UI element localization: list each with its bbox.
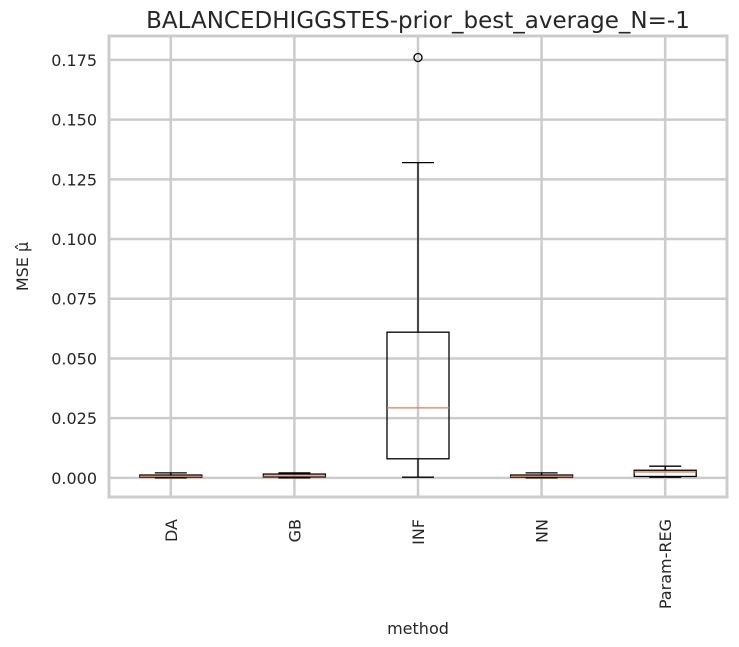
x-tick-label: DA — [162, 519, 181, 542]
x-tick-label: INF — [409, 519, 428, 545]
x-tick-label: NN — [533, 519, 552, 543]
box-param-reg — [633, 465, 697, 478]
iqr-box — [386, 331, 450, 460]
y-tick-label: 0.100 — [51, 230, 97, 249]
y-tick-label: 0.075 — [51, 290, 97, 309]
box-nn — [509, 472, 574, 479]
tick-labels: 0.000 0.025 0.050 0.075 0.100 0.125 0.150 0.175… — [51, 51, 675, 609]
y-tick-label: 0.150 — [51, 111, 97, 130]
x-axis-label: method — [387, 619, 449, 638]
chart-title: BALANCEDHIGGSTES-prior_best_average_N=-1 — [146, 8, 690, 34]
box-gb — [262, 472, 327, 479]
iqr-box — [633, 469, 697, 478]
x-tick-label: GB — [285, 519, 304, 542]
box-inf — [386, 52, 450, 478]
y-axis-label: MSE μ̂ — [13, 242, 32, 291]
y-tick-label: 0.175 — [51, 51, 97, 70]
y-tick-label: 0.000 — [51, 469, 97, 488]
y-tick-label: 0.125 — [51, 170, 97, 189]
y-tick-label: 0.050 — [51, 349, 97, 368]
box-da — [139, 472, 203, 479]
axes-frame — [107, 34, 729, 499]
outlier-point — [413, 52, 423, 63]
boxes — [139, 52, 697, 479]
x-tick-label: Param-REG — [656, 519, 675, 609]
y-tick-label: 0.025 — [51, 409, 97, 428]
